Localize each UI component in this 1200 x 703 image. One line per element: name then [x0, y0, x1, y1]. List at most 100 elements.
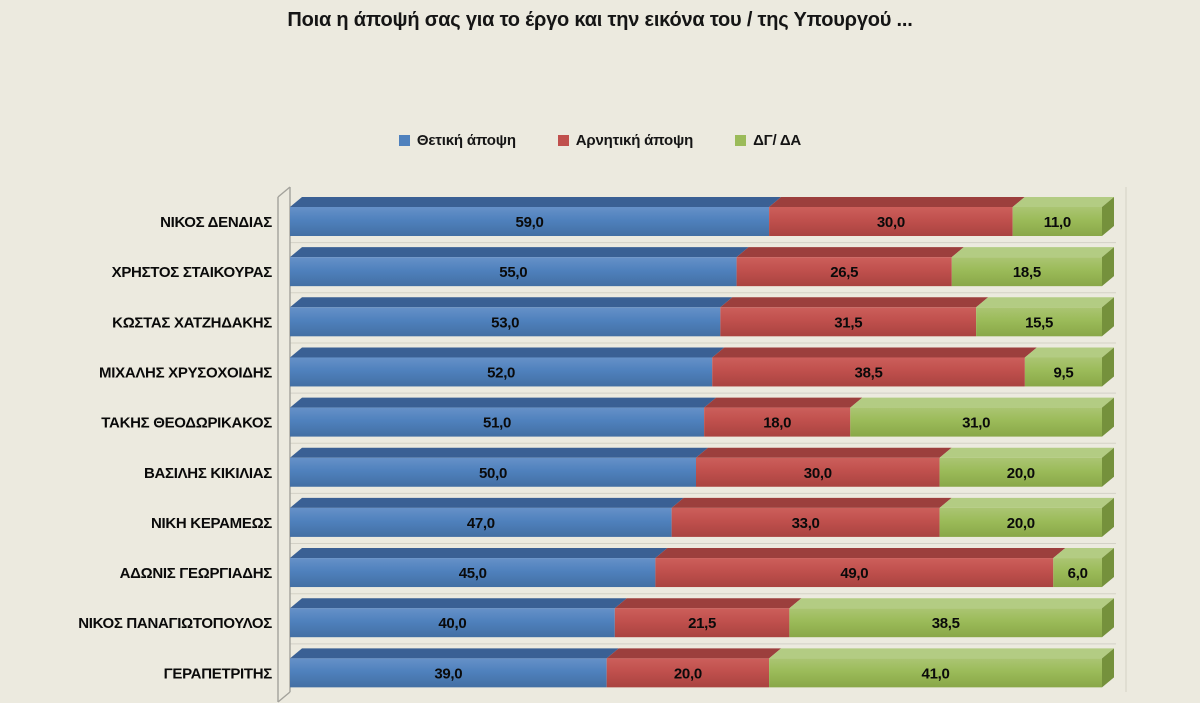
- bar-end-cap: [1102, 648, 1114, 688]
- category-label: ΤΑΚΗΣ ΘΕΟΔΩΡΙΚΑΚΟΣ: [101, 415, 272, 432]
- bar-segment-1: [720, 307, 977, 337]
- value-label: 20,0: [1007, 465, 1035, 482]
- bar-segment-0: [290, 457, 696, 487]
- value-label: 38,5: [932, 615, 960, 632]
- bar-top-bevel: [290, 598, 627, 609]
- category-labels: ΝΙΚΟΣ ΔΕΝΔΙΑΣ ΧΡΗΣΤΟΣ ΣΤΑΙΚΟΥΡΑΣ ΚΩΣΤΑΣ ΧΑ…: [78, 214, 272, 682]
- bar-top-bevel: [290, 548, 668, 559]
- bar-end-cap: [1102, 397, 1114, 437]
- category-label: ΝΙΚΗ ΚΕΡΑΜΕΩΣ: [151, 515, 272, 532]
- bar-top-bevel: [850, 397, 1114, 408]
- bar-top-bevel: [290, 297, 733, 308]
- bar-row: 39,0 20,0 41,0: [290, 648, 1114, 688]
- bar-segment-2: [789, 608, 1102, 638]
- category-label: ΚΩΣΤΑΣ ΧΑΤΖΗΔΑΚΗΣ: [112, 314, 272, 331]
- wall-top-edge: [277, 186, 291, 198]
- category-label: ΝΙΚΟΣ ΔΕΝΔΙΑΣ: [160, 214, 272, 231]
- bar-segment-2: [1053, 558, 1102, 588]
- bar-end-cap: [1102, 598, 1114, 638]
- bar-segment-2: [951, 257, 1102, 287]
- legend-swatch-icon: [557, 135, 569, 146]
- bar-segment-0: [290, 407, 705, 437]
- category-label: ΝΙΚΟΣ ΠΑΝΑΓΙΩΤΟΠΟΥΛΟΣ: [78, 615, 272, 632]
- bar-segment-2: [939, 457, 1102, 487]
- legend-swatch-icon: [398, 135, 410, 146]
- bar-row: 40,0 21,5 38,5: [290, 598, 1114, 638]
- bar-segment-0: [290, 307, 721, 337]
- legend: Θετική άποψη Αρνητική άποψη ΔΓ/ ΔΑ: [0, 132, 1200, 149]
- value-label: 39,0: [434, 665, 462, 682]
- category-label: ΓΕΡΑΠΕΤΡΙΤΗΣ: [164, 665, 273, 682]
- value-label: 51,0: [483, 415, 511, 432]
- value-label: 59,0: [516, 214, 544, 231]
- bar-segment-1: [696, 457, 940, 487]
- bar-top-bevel: [655, 548, 1066, 559]
- bar-top-bevel: [290, 347, 725, 358]
- bar-segment-0: [290, 257, 737, 287]
- bar-segment-1: [655, 558, 1054, 588]
- bar-end-cap: [1102, 247, 1114, 287]
- value-label: 49,0: [840, 565, 868, 582]
- bar-top-bevel: [976, 297, 1114, 308]
- value-label: 11,0: [1044, 214, 1071, 231]
- bar-top-bevel: [769, 648, 1114, 659]
- value-label: 26,5: [830, 264, 858, 281]
- bar-top-bevel: [951, 247, 1114, 258]
- gridlines: [290, 187, 1127, 692]
- bar-segment-1: [712, 357, 1025, 387]
- bar-segment-1: [704, 407, 851, 437]
- bar-top-bevel: [290, 447, 708, 458]
- legend-label: ΔΓ/ ΔΑ: [753, 132, 802, 149]
- bar-segment-0: [290, 207, 770, 236]
- legend-item-0: Θετική άποψη: [398, 132, 516, 149]
- value-label: 52,0: [487, 364, 515, 381]
- value-label: 21,5: [688, 615, 716, 632]
- bar-segment-2: [850, 407, 1102, 437]
- value-label: 15,5: [1025, 314, 1053, 331]
- bar-row: 51,0 18,0 31,0: [290, 397, 1114, 437]
- category-label: ΧΡΗΣΤΟΣ ΣΤΑΙΚΟΥΡΑΣ: [112, 264, 273, 281]
- value-label: 30,0: [877, 214, 905, 231]
- bar-top-bevel: [1012, 197, 1114, 207]
- legend-item-2: ΔΓ/ ΔΑ: [735, 132, 801, 149]
- bar-segment-2: [1012, 207, 1102, 236]
- bar-top-bevel: [769, 197, 1025, 207]
- legend-item-1: Αρνητική άποψη: [557, 132, 694, 149]
- bar-top-bevel: [696, 447, 952, 458]
- bar-row: 47,0 33,0 20,0: [290, 497, 1114, 537]
- value-label: 6,0: [1068, 565, 1088, 582]
- bar-top-bevel: [1024, 347, 1114, 358]
- bar-segment-2: [939, 507, 1102, 537]
- value-label: 9,5: [1053, 364, 1073, 381]
- bar-row: 50,0 30,0 20,0: [290, 447, 1114, 487]
- bar-segment-1: [606, 658, 770, 688]
- bar-end-cap: [1102, 548, 1114, 588]
- bar-end-cap: [1102, 197, 1114, 236]
- bar-top-bevel: [671, 497, 952, 508]
- value-label: 20,0: [674, 665, 702, 682]
- value-label: 40,0: [438, 615, 466, 632]
- value-label: 31,5: [834, 314, 862, 331]
- bar-top-bevel: [939, 447, 1114, 458]
- category-label: ΜΙΧΑΛΗΣ ΧΡΥΣΟΧΟΙΔΗΣ: [99, 364, 272, 381]
- legend-label: Αρνητική άποψη: [575, 132, 694, 149]
- value-label: 50,0: [479, 465, 507, 482]
- axis-wall-3d: [277, 186, 291, 703]
- value-label: 53,0: [491, 314, 519, 331]
- bar-top-bevel: [614, 598, 802, 609]
- category-label: ΑΔΩΝΙΣ ΓΕΩΡΓΙΑΔΗΣ: [120, 565, 273, 582]
- bar-segment-2: [976, 307, 1102, 337]
- bar-segment-1: [614, 608, 790, 638]
- bar-top-bevel: [290, 247, 749, 258]
- bar-segment-1: [769, 207, 1013, 236]
- bar-segment-0: [290, 658, 607, 688]
- value-label: 31,0: [962, 415, 990, 432]
- value-label: 45,0: [459, 565, 487, 582]
- bar-top-bevel: [789, 598, 1114, 609]
- bars: 59,0 30,0 11,0 55,0 26,5 18,5 53,0 31,5 15,5 52,0…: [290, 197, 1114, 688]
- value-label: 47,0: [467, 515, 495, 532]
- bar-top-bevel: [606, 648, 782, 659]
- bar-top-bevel: [720, 297, 989, 308]
- bar-end-cap: [1102, 347, 1114, 387]
- bar-end-cap: [1102, 447, 1114, 487]
